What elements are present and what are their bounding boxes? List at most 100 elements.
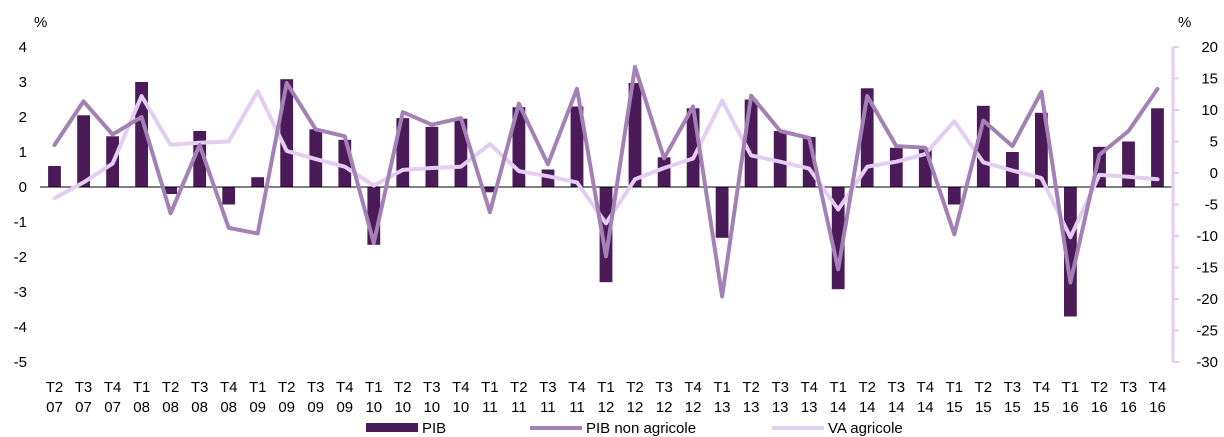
x-tick-label-quarter: T4: [1149, 379, 1167, 396]
bar-pib: [976, 105, 990, 187]
x-tick-label-quarter: T4: [336, 379, 354, 396]
x-tick-label-quarter: T2: [742, 379, 760, 396]
x-tick-label-year: 11: [540, 399, 556, 416]
x-tick-label-year: 09: [278, 399, 295, 416]
legend-label: VA agricole: [828, 420, 903, 437]
bar-pib: [454, 118, 468, 187]
x-tick-label-quarter: T1: [365, 379, 383, 396]
bar-pib: [657, 157, 671, 188]
x-tick-label-quarter: T2: [510, 379, 528, 396]
x-tick-label-year: 15: [1004, 399, 1021, 416]
legend-label: PIB: [422, 420, 446, 437]
x-tick-label-quarter: T2: [975, 379, 993, 396]
x-tick-label-year: 07: [75, 399, 92, 416]
bar-pib: [280, 79, 294, 187]
x-tick-label-year: 15: [975, 399, 992, 416]
x-tick-label-quarter: T1: [133, 379, 151, 396]
x-tick-label-year: 13: [743, 399, 760, 416]
right-tick-label: 15: [1201, 71, 1218, 88]
right-tick-label: 10: [1201, 102, 1218, 119]
x-tick-label-quarter: T4: [1033, 379, 1051, 396]
x-tick-label-year: 13: [801, 399, 818, 416]
x-tick-label-year: 14: [917, 399, 934, 416]
left-tick-label: -1: [14, 214, 27, 231]
x-tick-label-year: 16: [1149, 399, 1166, 416]
bar-pib: [425, 126, 439, 187]
legend: PIB PIB non agricole VA agricole: [366, 420, 903, 437]
bar-pib: [570, 106, 584, 187]
bar-pib: [164, 187, 177, 194]
bar-pib: [773, 131, 787, 187]
x-tick-label-quarter: T4: [684, 379, 702, 396]
bar-pib: [1151, 108, 1164, 188]
bar-pib: [77, 115, 90, 188]
x-tick-label-year: 16: [1120, 399, 1137, 416]
x-tick-label-quarter: T1: [597, 379, 615, 396]
left-tick-label: -2: [14, 249, 27, 266]
x-tick-label-quarter: T3: [888, 379, 906, 396]
x-tick-label-year: 10: [423, 399, 440, 416]
x-axis: T2 07 T3 07 T4 07 T1 08 T2 08 T3 08 T4 08 T1 09 T2 09 T3 09…: [46, 379, 1167, 416]
x-tick-label-quarter: T2: [46, 379, 64, 396]
right-tick-label: -5: [1205, 197, 1218, 214]
x-tick-label-year: 11: [482, 399, 498, 416]
x-tick-label-quarter: T3: [75, 379, 93, 396]
left-tick-label: 2: [19, 109, 27, 126]
x-tick-label-year: 09: [249, 399, 266, 416]
x-tick-label-year: 10: [453, 399, 470, 416]
x-tick-label-year: 08: [220, 399, 237, 416]
x-tick-label-quarter: T1: [249, 379, 267, 396]
left-tick-label: -5: [14, 354, 27, 371]
x-tick-label-year: 16: [1062, 399, 1079, 416]
right-tick-label: -25: [1196, 323, 1218, 340]
x-tick-label-quarter: T2: [394, 379, 412, 396]
x-tick-label-quarter: T4: [568, 379, 586, 396]
right-tick-label: -15: [1196, 260, 1218, 277]
x-tick-label-quarter: T3: [771, 379, 789, 396]
x-tick-label-year: 07: [104, 399, 121, 416]
x-tick-label-year: 12: [685, 399, 702, 416]
bar-pib: [48, 166, 61, 187]
x-tick-label-quarter: T2: [278, 379, 296, 396]
bar-pib: [1064, 187, 1077, 317]
x-tick-label-quarter: T4: [800, 379, 818, 396]
x-tick-label-quarter: T3: [191, 379, 209, 396]
left-axis-unit: %: [34, 14, 47, 31]
left-tick-label: -3: [14, 284, 27, 301]
x-tick-label-year: 12: [627, 399, 644, 416]
x-tick-label-quarter: T3: [1120, 379, 1138, 396]
x-tick-label-year: 14: [888, 399, 905, 416]
x-tick-label-year: 13: [772, 399, 789, 416]
x-tick-label-year: 10: [365, 399, 382, 416]
x-tick-label-year: 14: [830, 399, 847, 416]
left-tick-label: -4: [14, 319, 27, 336]
x-tick-label-quarter: T2: [162, 379, 180, 396]
bar-pib: [1035, 112, 1048, 187]
x-tick-label-year: 13: [714, 399, 731, 416]
x-tick-label-quarter: T2: [858, 379, 876, 396]
x-tick-label-quarter: T1: [481, 379, 499, 396]
x-tick-label-quarter: T3: [655, 379, 673, 396]
bar-pib: [715, 187, 729, 238]
x-tick-label-quarter: T3: [539, 379, 557, 396]
line-va-agricole: [52, 89, 1160, 240]
x-tick-label-year: 07: [46, 399, 63, 416]
x-tick-label-year: 11: [511, 399, 527, 416]
x-tick-label-year: 14: [859, 399, 876, 416]
legend-swatch-pib: [366, 423, 418, 432]
x-tick-label-year: 15: [946, 399, 963, 416]
x-tick-label-year: 15: [1033, 399, 1050, 416]
x-tick-label-year: 12: [656, 399, 673, 416]
right-axis: 20 15 10 5 0 -5 -10 -15 -20 -25 -30%: [1171, 14, 1218, 371]
x-tick-label-year: 10: [394, 399, 411, 416]
right-tick-label: -20: [1196, 291, 1218, 308]
plot-area: [40, 64, 1172, 317]
x-tick-label-quarter: T1: [1062, 379, 1080, 396]
x-tick-label-quarter: T3: [307, 379, 325, 396]
bar-pib: [947, 187, 961, 205]
legend-label: PIB non agricole: [586, 420, 696, 437]
x-tick-label-quarter: T4: [917, 379, 935, 396]
right-axis-unit: %: [1178, 14, 1191, 31]
x-tick-label-year: 09: [307, 399, 324, 416]
x-tick-label-year: 09: [336, 399, 353, 416]
